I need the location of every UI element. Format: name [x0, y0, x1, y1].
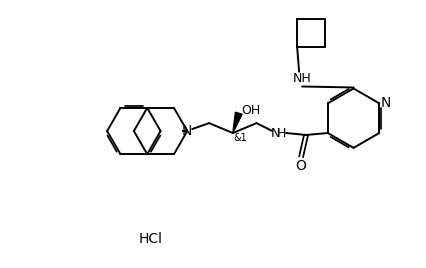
Text: NH: NH	[292, 72, 311, 85]
Text: N: N	[270, 126, 279, 140]
Text: HCl: HCl	[138, 232, 162, 246]
Text: OH: OH	[240, 104, 259, 117]
Text: &1: &1	[233, 133, 247, 143]
Text: N: N	[380, 96, 391, 110]
Text: N: N	[181, 124, 192, 138]
Text: O: O	[295, 159, 306, 173]
Polygon shape	[232, 112, 242, 133]
Text: H: H	[276, 126, 285, 140]
